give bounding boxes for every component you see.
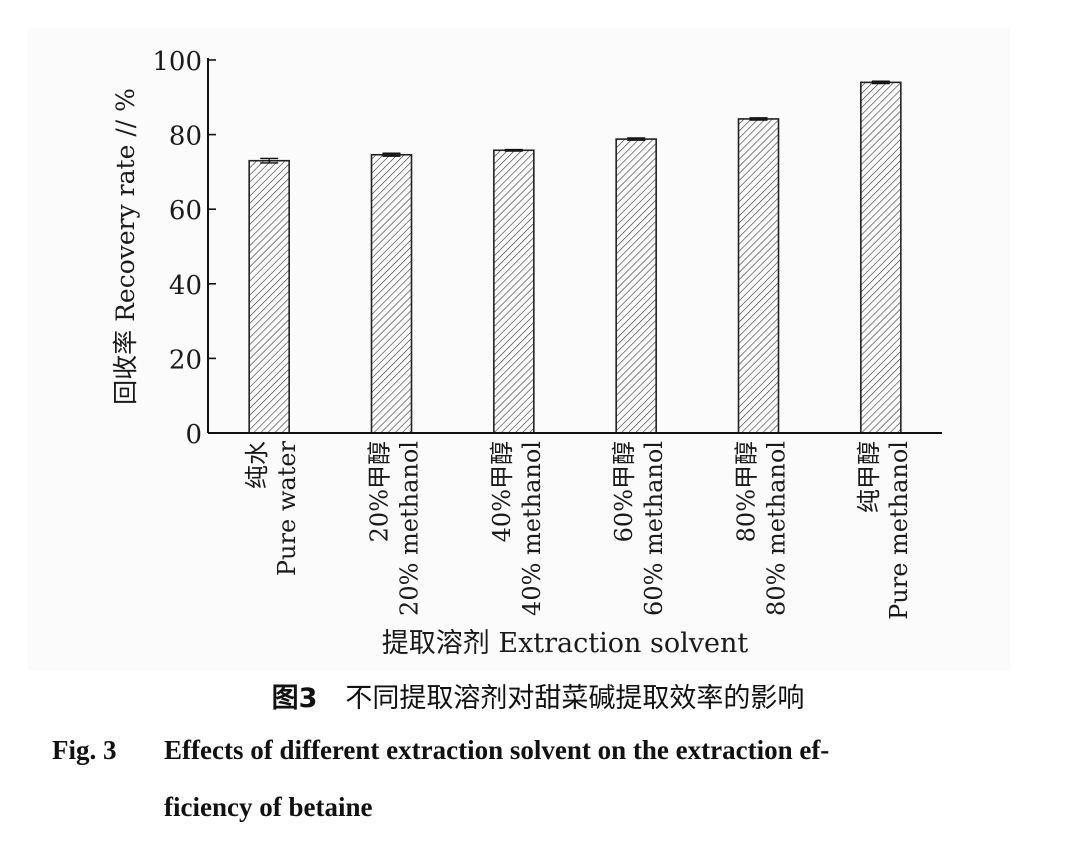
- x-tick-label-cn-0: 纯水: [243, 441, 271, 489]
- caption-en-text-line1: Effects of different extraction solvent …: [164, 735, 830, 765]
- y-tick-label-0: 0: [185, 420, 202, 450]
- caption-cn-text: 不同提取溶剂对甜菜碱提取效率的影响: [345, 683, 805, 714]
- x-tick-label-en-5: Pure methanol: [885, 441, 913, 620]
- x-tick-label-en-3: 60% methanol: [640, 441, 668, 616]
- caption-english-line1: Fig. 3 Effects of different extraction so…: [52, 735, 829, 766]
- y-axis-title: 回收率 Recovery rate // %: [111, 88, 140, 405]
- y-tick-label-3: 60: [169, 196, 202, 226]
- y-tick-label-5: 100: [152, 47, 202, 77]
- x-tick-label-cn-1: 20%甲醇: [366, 441, 394, 542]
- bar-2: [493, 149, 535, 434]
- x-tick-label-en-1: 20% methanol: [396, 441, 424, 616]
- caption-english-line2: ficiency of betaine: [164, 792, 373, 822]
- x-tick-label-en-2: 40% methanol: [518, 441, 546, 616]
- caption-chinese: 图3 不同提取溶剂对甜菜碱提取效率的影响: [0, 676, 1076, 715]
- x-tick-label-cn-3: 60%甲醇: [610, 441, 638, 542]
- x-tick-label-en-0: Pure water: [273, 440, 301, 576]
- bar-0: [248, 159, 290, 434]
- y-tick-label-1: 20: [169, 345, 202, 375]
- y-tick-label-4: 80: [169, 122, 202, 152]
- x-tick-label-cn-4: 80%甲醇: [733, 441, 761, 542]
- caption-en-figure-number: Fig. 3: [52, 735, 117, 765]
- bar-chart: 0 20 40 60 80 100 纯水 Pure water 20%甲醇 20% methano…: [111, 47, 942, 659]
- bar-3: [615, 138, 657, 434]
- y-tick-label-2: 40: [169, 271, 202, 301]
- caption-cn-figure-number: 图3: [271, 683, 318, 714]
- x-tick-label-cn-2: 40%甲醇: [488, 441, 516, 542]
- bar-4: [737, 118, 780, 434]
- x-tick-label-en-4: 80% methanol: [763, 441, 791, 616]
- x-tick-label-cn-5: 纯甲醇: [855, 441, 883, 513]
- x-axis-title: 提取溶剂 Extraction solvent: [382, 628, 749, 659]
- bar-5: [860, 81, 902, 434]
- bar-1: [370, 153, 413, 434]
